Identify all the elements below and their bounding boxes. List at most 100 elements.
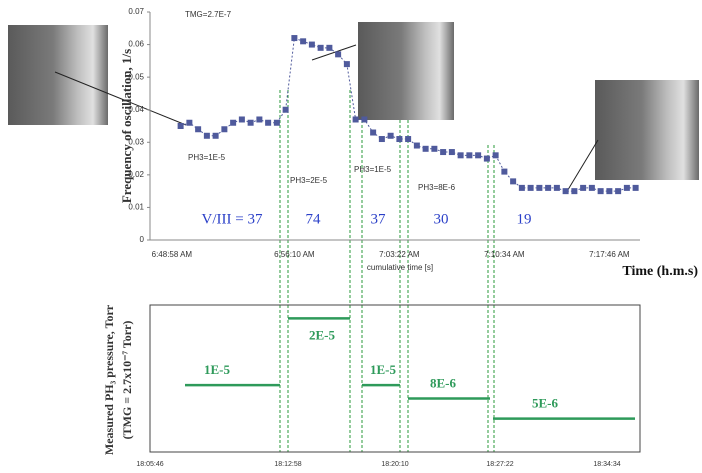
lower-plot-frame — [149, 304, 641, 453]
ratio-label: 19 — [517, 211, 532, 227]
x-tick-label: 18:20:10 — [381, 461, 408, 468]
data-point — [195, 126, 202, 133]
data-point — [177, 123, 184, 129]
data-point — [370, 129, 377, 136]
data-point — [256, 116, 263, 123]
data-point — [273, 119, 280, 126]
x-tick-label: 6:56:10 AM — [274, 250, 315, 259]
annotation: PH3=1E-5 — [354, 165, 392, 174]
x-tick-label: 7:17:46 AM — [589, 250, 630, 259]
y-tick-label: 0.04 — [128, 105, 144, 114]
x-tick-label: 7:03:22 AM — [379, 250, 420, 259]
data-point — [615, 188, 622, 195]
data-point — [492, 152, 499, 159]
y-tick-label: 0.07 — [128, 7, 144, 16]
data-point — [361, 116, 368, 123]
data-point — [562, 188, 569, 195]
x-tick-label: 18:12:58 — [274, 461, 301, 468]
value-label: 1E-5 — [204, 362, 231, 377]
data-point — [326, 44, 333, 51]
x-tick-label: 18:05:46 — [136, 461, 163, 468]
y-tick-label: 0.03 — [128, 137, 144, 146]
data-point — [440, 149, 447, 156]
data-point — [186, 119, 193, 126]
inset-image — [358, 22, 454, 120]
data-point — [387, 132, 394, 139]
data-point — [343, 61, 350, 68]
data-point — [475, 152, 482, 159]
data-point — [203, 132, 210, 139]
y-tick-label: 0.02 — [128, 170, 144, 179]
data-point — [545, 184, 552, 191]
annotation: TMG=2.7E-7 — [185, 10, 232, 19]
data-point — [483, 155, 490, 162]
arrow — [311, 44, 357, 61]
data-point — [518, 184, 525, 191]
x-axis-title: Time (h.m.s) — [622, 264, 698, 279]
data-point — [378, 136, 385, 143]
annotation: PH3=2E-5 — [290, 176, 328, 185]
data-point — [335, 51, 342, 58]
ratio-label: 74 — [306, 211, 322, 227]
value-label: 2E-5 — [309, 327, 336, 342]
y-tick-label: 0.01 — [128, 203, 144, 212]
y-tick-label: 0.05 — [128, 72, 144, 81]
inset-image — [8, 25, 108, 125]
y-axis-subtitle: (TMG = 2.7x10⁻⁷ Torr) — [120, 321, 134, 440]
data-point — [571, 188, 578, 195]
data-point — [536, 184, 543, 191]
data-point — [422, 145, 429, 152]
data-point — [632, 184, 639, 191]
ratio-label: 37 — [371, 211, 387, 227]
data-point — [291, 35, 298, 42]
data-point — [527, 184, 534, 191]
data-point — [623, 184, 630, 191]
arrow — [565, 139, 599, 194]
data-point — [510, 178, 517, 185]
y-axis-title: Frequency of oscillation, 1/s — [119, 49, 134, 203]
data-point — [457, 152, 464, 159]
x-tick-label: 6:48:58 AM — [152, 250, 193, 259]
value-label: 8E-6 — [430, 376, 457, 391]
x-tick-label: 18:27:22 — [486, 461, 513, 468]
data-point — [247, 119, 254, 126]
x-axis-subtitle: cumulative time [s] — [367, 263, 433, 272]
data-point — [448, 149, 455, 156]
data-point — [413, 142, 420, 149]
data-point — [221, 126, 228, 133]
data-point — [230, 119, 237, 126]
data-point — [580, 184, 587, 191]
y-tick-label: 0 — [140, 235, 145, 244]
value-label: 1E-5 — [370, 362, 397, 377]
data-point — [265, 119, 272, 126]
data-point — [282, 106, 289, 113]
x-tick-label: 7:10:34 AM — [484, 250, 525, 259]
y-axis-title: Measured PH₃ pressure, Torr — [102, 304, 116, 455]
data-point — [431, 145, 438, 152]
data-point — [606, 188, 613, 195]
data-point — [238, 116, 245, 123]
data-point — [466, 152, 473, 159]
dashed-guides — [279, 90, 495, 452]
x-tick-label: 18:34:34 — [593, 461, 620, 468]
data-point — [352, 116, 359, 123]
data-point — [300, 38, 307, 45]
data-point — [396, 136, 403, 143]
value-label: 5E-6 — [532, 396, 559, 411]
inset-image — [595, 80, 699, 180]
data-point — [588, 184, 595, 191]
annotation: PH3=8E-6 — [418, 183, 456, 192]
y-tick-label: 0.06 — [128, 40, 144, 49]
ratio-label: V/III = 37 — [202, 211, 263, 227]
data-point — [212, 132, 219, 139]
data-point — [553, 184, 560, 191]
data-point — [597, 188, 604, 195]
data-point — [501, 168, 508, 175]
arrow — [54, 71, 187, 126]
ratio-label: 30 — [434, 211, 449, 227]
data-point — [405, 136, 412, 143]
annotation: PH3=1E-5 — [188, 153, 226, 162]
data-point — [317, 44, 324, 51]
data-point — [308, 41, 315, 48]
